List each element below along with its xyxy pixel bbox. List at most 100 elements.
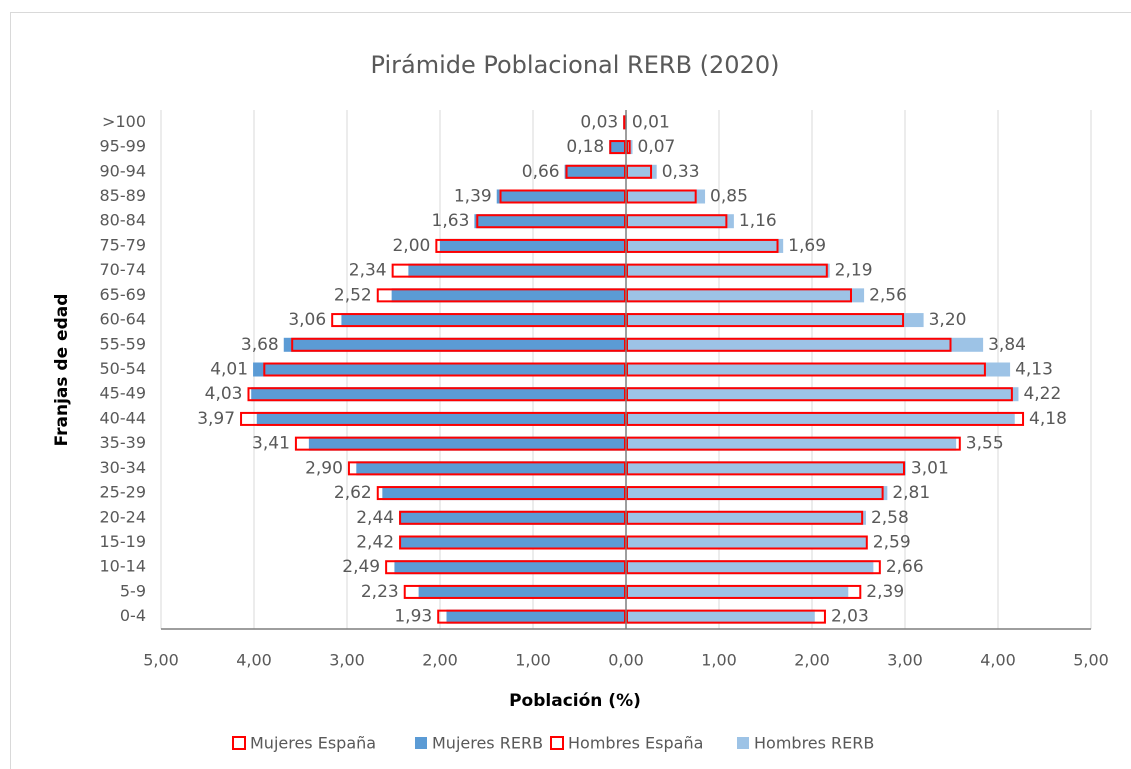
y-tick-label: 75-79 — [100, 235, 147, 254]
bar — [403, 584, 627, 599]
data-label: 3,84 — [988, 335, 1026, 355]
bar — [247, 387, 627, 402]
bar — [446, 609, 626, 624]
data-label: 0,85 — [710, 187, 748, 207]
legend-swatch — [415, 737, 427, 749]
bar — [626, 238, 784, 253]
y-tick-label: 60-64 — [100, 310, 147, 329]
bar — [626, 288, 865, 303]
y-tick-label: 45-49 — [100, 384, 147, 403]
bar — [626, 461, 905, 476]
x-tick-label: 2,00 — [422, 651, 458, 670]
data-label: 2,59 — [873, 533, 911, 553]
data-label: 1,16 — [739, 211, 777, 231]
bar — [626, 436, 961, 451]
y-tick-label: 95-99 — [100, 137, 147, 156]
bar — [394, 560, 626, 575]
bar — [626, 609, 826, 624]
bar — [626, 535, 868, 550]
data-label: 2,58 — [871, 508, 909, 528]
bar — [440, 238, 626, 253]
data-label: 1,39 — [454, 187, 492, 207]
bar — [253, 362, 626, 377]
bar — [564, 164, 626, 179]
bar — [294, 436, 626, 451]
data-label: 3,01 — [911, 458, 949, 478]
x-tick-label: 1,00 — [515, 651, 551, 670]
x-tick-label: 0,00 — [608, 651, 644, 670]
data-label: 2,81 — [892, 483, 930, 503]
y-tick-label: 0-4 — [120, 606, 146, 625]
bar — [283, 337, 626, 352]
y-tick-label: 5-9 — [120, 581, 146, 600]
data-label: 0,07 — [638, 137, 676, 157]
legend-label: Mujeres España — [250, 734, 376, 753]
chart-title: Pirámide Poblacional RERB (2020) — [371, 51, 780, 79]
bar — [626, 362, 1011, 377]
bar — [626, 189, 697, 204]
y-tick-label: 65-69 — [100, 285, 147, 304]
data-label: 1,69 — [788, 236, 826, 256]
bar — [626, 387, 1013, 402]
data-label: 0,66 — [522, 162, 560, 182]
y-tick-label: 35-39 — [100, 433, 147, 452]
y-tick-label: >100 — [102, 112, 146, 131]
bar — [626, 584, 862, 599]
data-label: 2,49 — [342, 557, 380, 577]
y-tick-label: 85-89 — [100, 186, 147, 205]
legend-label: Mujeres RERB — [432, 734, 543, 753]
data-label: 3,97 — [197, 409, 235, 429]
bar — [240, 411, 627, 426]
y-tick-label: 10-14 — [100, 557, 147, 576]
bar — [626, 164, 657, 179]
y-tick-label: 30-34 — [100, 458, 147, 477]
bar — [341, 313, 626, 328]
bar — [474, 214, 626, 229]
bar — [476, 214, 626, 229]
legend-swatch — [232, 736, 246, 750]
bar — [399, 510, 626, 525]
data-label: 4,01 — [210, 360, 248, 380]
bar — [626, 238, 779, 253]
bar — [626, 609, 815, 624]
data-label: 2,56 — [869, 285, 907, 305]
bar — [291, 337, 626, 352]
bar — [626, 337, 952, 352]
bar — [626, 411, 1025, 426]
bar — [626, 140, 631, 155]
legend-swatch — [550, 736, 564, 750]
bar — [435, 238, 626, 253]
y-tick-label: 90-94 — [100, 161, 147, 180]
data-label: 3,20 — [929, 310, 967, 330]
bar — [376, 486, 627, 501]
x-tick-label: 1,00 — [701, 651, 737, 670]
data-label: 2,44 — [356, 508, 394, 528]
data-label: 2,34 — [349, 261, 387, 281]
data-label: 2,39 — [866, 582, 904, 602]
y-tick-label: 40-44 — [100, 408, 147, 427]
data-label: 1,93 — [394, 607, 432, 627]
bar — [565, 164, 626, 179]
data-label: 3,68 — [241, 335, 279, 355]
data-label: 2,62 — [334, 483, 372, 503]
bar — [626, 337, 984, 352]
bar — [626, 510, 866, 525]
x-tick-label: 3,00 — [329, 651, 365, 670]
y-tick-label: 25-29 — [100, 483, 147, 502]
bar — [626, 164, 653, 179]
bar — [626, 510, 864, 525]
bar — [626, 584, 849, 599]
bar — [308, 436, 626, 451]
bar — [382, 486, 626, 501]
bar — [626, 411, 1015, 426]
bar — [626, 461, 906, 476]
bar — [626, 214, 734, 229]
bar — [626, 288, 852, 303]
bar — [399, 535, 626, 550]
legend-label: Hombres RERB — [754, 734, 874, 753]
data-label: 2,00 — [392, 236, 430, 256]
bar — [251, 387, 626, 402]
bar — [626, 560, 874, 575]
bar — [626, 263, 828, 278]
